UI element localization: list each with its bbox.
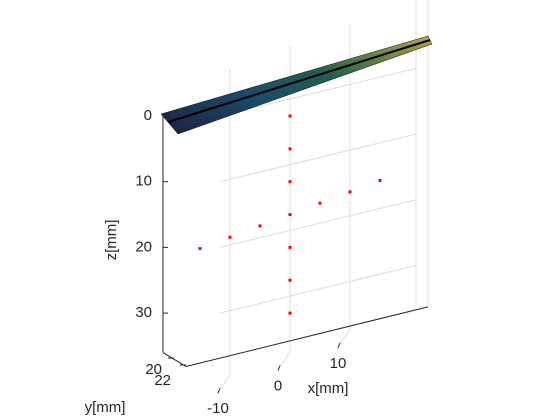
- x-axis: [185, 306, 429, 368]
- y-axis: [162, 352, 187, 367]
- point: [288, 245, 292, 249]
- point: [228, 235, 232, 239]
- grid-line: [219, 133, 417, 183]
- z-tick-label: 30: [135, 304, 152, 321]
- grid-line: [279, 352, 291, 367]
- grid-line: [339, 329, 351, 345]
- x-tick-label: 0: [274, 377, 282, 394]
- z-tick-label: 10: [135, 173, 152, 190]
- grid-line: [219, 199, 417, 248]
- point: [288, 180, 292, 184]
- point: [318, 201, 322, 205]
- y-axis-label: y[mm]: [85, 399, 126, 416]
- x-tick-label: -10: [207, 400, 229, 417]
- point: [258, 224, 262, 228]
- y-tick-label: 20: [145, 361, 162, 378]
- x-tick-label: 10: [330, 355, 347, 372]
- surface: [160, 35, 433, 135]
- point: [288, 213, 292, 217]
- x-tick: [277, 365, 281, 371]
- point: [198, 247, 202, 251]
- grid-line: [219, 264, 417, 314]
- surface-line: [167, 39, 431, 123]
- z-axis-label: z[mm]: [103, 220, 120, 261]
- x-tick: [217, 388, 221, 394]
- x-tick: [337, 342, 341, 349]
- point: [348, 190, 352, 194]
- point: [378, 179, 382, 182]
- grid-line: [219, 374, 231, 390]
- point: [288, 147, 292, 151]
- y-tick-label: 22: [154, 372, 171, 389]
- z-tick-label: 0: [144, 107, 152, 124]
- point: [288, 278, 292, 282]
- point: [288, 114, 292, 118]
- point: [288, 311, 292, 315]
- grid-line: [219, 67, 417, 117]
- x-axis-label: x[mm]: [308, 380, 349, 397]
- z-tick-label: 20: [135, 238, 152, 255]
